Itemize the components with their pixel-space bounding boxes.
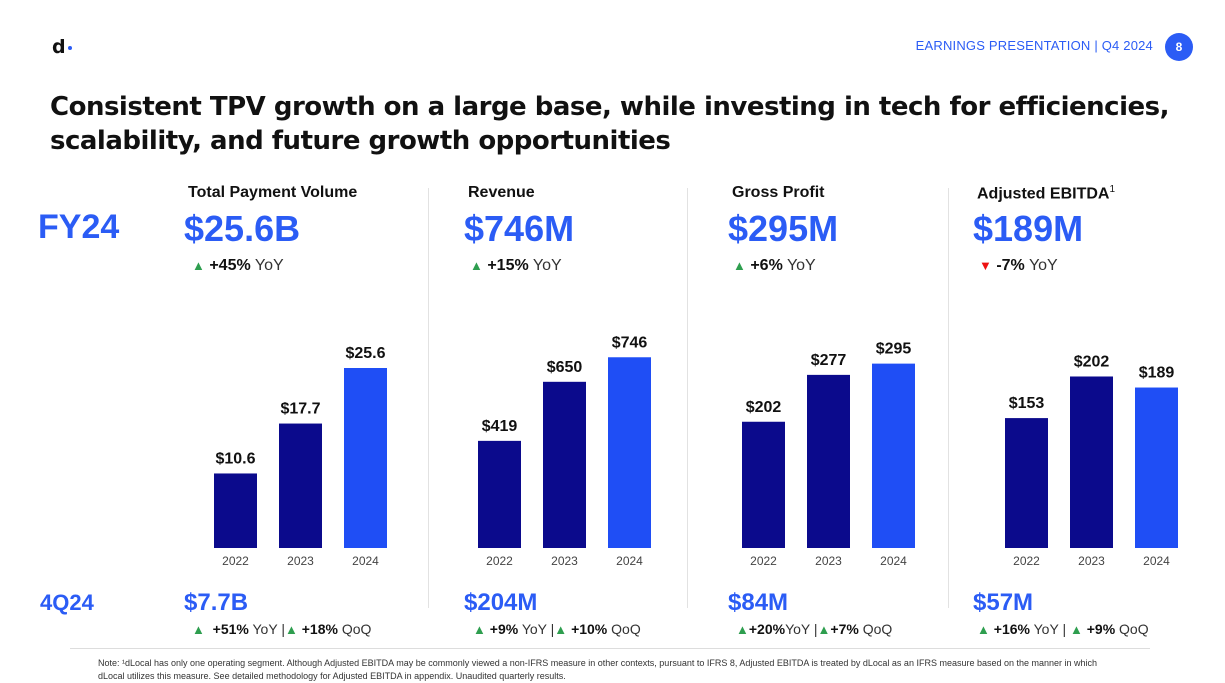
yoy-growth-revenue: ▲ +15% YoY: [470, 257, 562, 274]
presentation-label: EARNINGS PRESENTATION | Q4 2024: [915, 38, 1153, 53]
x-tick-label: 2022: [1013, 554, 1040, 568]
bar-adjusted-ebitda-2023: [1070, 376, 1113, 548]
bar-value-label: $277: [811, 352, 847, 369]
chart-gross-profit: $202 2022 $277 2023 $295 2024: [742, 341, 915, 568]
up-arrow-icon: ▲: [977, 622, 990, 637]
bar-value-label: $25.6: [345, 345, 385, 362]
quarter-label: 4Q24: [40, 590, 94, 615]
yoy-growth-adjusted-ebitda: ▼ -7% YoY: [979, 257, 1058, 274]
x-tick-label: 2024: [352, 554, 379, 568]
up-arrow-icon: ▲: [470, 258, 483, 273]
x-tick-label: 2022: [222, 554, 249, 568]
fy-value-adjusted-ebitda: $189M: [973, 208, 1084, 249]
up-arrow-icon: ▲: [554, 622, 568, 637]
bar-adjusted-ebitda-2024: [1135, 387, 1178, 548]
up-arrow-icon: ▲: [473, 622, 486, 637]
bar-value-label: $202: [1074, 353, 1110, 370]
bar-gross-profit-2022: [742, 421, 785, 548]
footer-divider: [70, 648, 1150, 649]
up-arrow-icon: ▲: [192, 258, 205, 273]
bar-value-label: $650: [547, 359, 583, 376]
page-number-badge: 8: [1165, 33, 1193, 61]
yoy-growth-tpv: ▲ +45% YoY: [192, 257, 284, 274]
x-tick-label: 2024: [880, 554, 907, 568]
fy-value-revenue: $746M: [464, 208, 575, 249]
up-arrow-icon: ▲: [284, 622, 298, 637]
q-value-tpv: $7.7B: [184, 589, 249, 616]
bar-value-label: $153: [1009, 395, 1045, 412]
bar-value-label: $17.7: [280, 401, 320, 418]
metric-title-adjusted-ebitda: Adjusted EBITDA1: [977, 184, 1116, 203]
bar-value-label: $10.6: [215, 450, 255, 467]
q-value-gross-profit: $84M: [728, 589, 789, 616]
yoy-growth-gross-profit: ▲ +6% YoY: [733, 257, 816, 274]
bar-value-label: $746: [612, 334, 648, 351]
up-arrow-icon: ▲: [192, 622, 205, 637]
q-value-adjusted-ebitda: $57M: [973, 589, 1034, 616]
x-tick-label: 2022: [750, 554, 777, 568]
up-arrow-icon: ▲: [733, 258, 746, 273]
q-growth-gross-profit: ▲+20%YoY |▲+7% QoQ: [736, 621, 893, 637]
column-divider: [428, 188, 429, 608]
column-divider: [948, 188, 949, 608]
bar-revenue-2024: [608, 357, 651, 548]
bar-gross-profit-2024: [872, 363, 915, 548]
bar-tpv-2024: [344, 368, 387, 548]
up-arrow-icon: ▲: [1069, 622, 1083, 637]
metric-title-revenue: Revenue: [468, 184, 535, 201]
q-value-revenue: $204M: [464, 589, 538, 616]
logo-dot-icon: [67, 45, 72, 50]
bar-revenue-2023: [543, 381, 586, 548]
bar-tpv-2022: [214, 473, 257, 548]
fy-label: FY24: [38, 208, 120, 246]
x-tick-label: 2022: [486, 554, 513, 568]
dlocal-logo: d: [52, 36, 72, 58]
x-tick-label: 2023: [1078, 554, 1105, 568]
bar-adjusted-ebitda-2022: [1005, 418, 1048, 548]
bar-gross-profit-2023: [807, 374, 850, 548]
fy-value-gross-profit: $295M: [728, 208, 839, 249]
footnote: Note: ¹dLocal has only one operating seg…: [98, 658, 1098, 681]
metric-title-gross-profit: Gross Profit: [732, 184, 825, 201]
q-growth-adjusted-ebitda: ▲ +16% YoY | ▲ +9% QoQ: [977, 621, 1149, 637]
up-arrow-icon: ▲: [736, 622, 749, 637]
q-growth-revenue: ▲ +9% YoY |▲ +10% QoQ: [473, 621, 641, 637]
down-arrow-icon: ▼: [979, 258, 992, 273]
bar-value-label: $295: [876, 341, 912, 358]
chart-tpv: $10.6 2022 $17.7 2023 $25.6 2024: [214, 345, 387, 568]
q-growth-tpv: ▲ +51% YoY |▲ +18% QoQ: [192, 621, 372, 637]
bar-value-label: $202: [746, 399, 782, 416]
x-tick-label: 2024: [1143, 554, 1170, 568]
bar-revenue-2022: [478, 440, 521, 548]
x-tick-label: 2024: [616, 554, 643, 568]
chart-adjusted-ebitda: $153 2022 $202 2023 $189 2024: [1005, 353, 1178, 568]
bar-value-label: $419: [482, 418, 518, 435]
x-tick-label: 2023: [551, 554, 578, 568]
fy-value-tpv: $25.6B: [184, 208, 301, 249]
column-divider: [687, 188, 688, 608]
up-arrow-icon: ▲: [817, 622, 831, 637]
chart-revenue: $419 2022 $650 2023 $746 2024: [478, 334, 651, 568]
x-tick-label: 2023: [815, 554, 842, 568]
bar-tpv-2023: [279, 423, 322, 548]
metric-title-tpv: Total Payment Volume: [188, 184, 358, 201]
slide-title: Consistent TPV growth on a large base, w…: [50, 92, 1169, 156]
bar-value-label: $189: [1139, 365, 1175, 382]
x-tick-label: 2023: [287, 554, 314, 568]
